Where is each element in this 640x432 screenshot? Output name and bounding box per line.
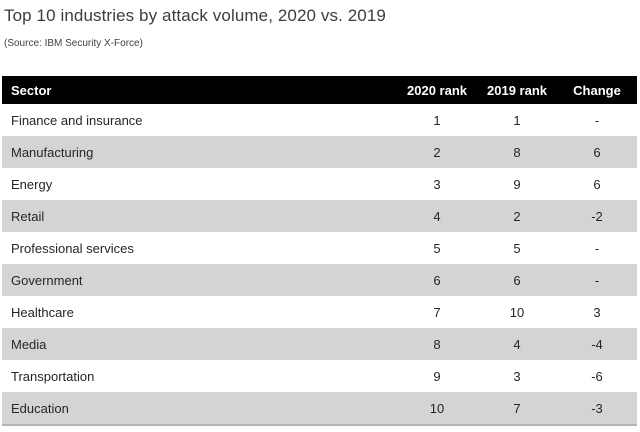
change-cell: - (594, 240, 600, 256)
change-cell: -3 (591, 400, 603, 416)
sector-cell: Government (11, 272, 83, 288)
rank-2019-cell: 7 (513, 400, 521, 416)
column-header-2020-rank: 2020 rank (407, 82, 467, 98)
sector-cell: Finance and insurance (11, 112, 143, 128)
rank-2019-cell: 5 (513, 240, 521, 256)
table-row: Professional services 5 5 - (2, 232, 637, 264)
change-cell: 6 (593, 144, 601, 160)
rank-2020-cell: 4 (433, 208, 441, 224)
table-header: Sector 2020 rank 2019 rank Change (2, 76, 637, 104)
table-header-row: Sector 2020 rank 2019 rank Change (2, 76, 637, 104)
change-cell: -2 (591, 208, 603, 224)
rank-2019-cell: 2 (513, 208, 521, 224)
page-title: Top 10 industries by attack volume, 2020… (4, 6, 386, 25)
change-cell: 3 (593, 304, 601, 320)
table-row: Manufacturing 2 8 6 (2, 136, 637, 168)
rank-2020-cell: 7 (433, 304, 441, 320)
rank-2019-cell: 6 (513, 272, 521, 288)
table-row: Healthcare 7 10 3 (2, 296, 637, 328)
sector-cell: Healthcare (11, 304, 74, 320)
rank-2019-cell: 9 (513, 176, 521, 192)
sector-cell: Manufacturing (11, 144, 94, 160)
rank-2019-cell: 4 (513, 336, 521, 352)
rank-2019-cell: 3 (513, 368, 521, 384)
rank-2020-cell: 5 (433, 240, 441, 256)
table-row: Energy 3 9 6 (2, 168, 637, 200)
table-row: Government 6 6 - (2, 264, 637, 296)
table-row: Finance and insurance 1 1 - (2, 104, 637, 136)
change-cell: - (594, 272, 600, 288)
change-cell: - (594, 112, 600, 128)
column-header-sector: Sector (11, 82, 52, 98)
rank-2020-cell: 1 (433, 112, 441, 128)
rank-2020-cell: 3 (433, 176, 441, 192)
sector-cell: Transportation (11, 368, 95, 384)
rank-2020-cell: 2 (433, 144, 441, 160)
change-cell: -6 (591, 368, 603, 384)
sector-cell: Retail (11, 208, 45, 224)
rank-table: Sector 2020 rank 2019 rank Change Financ… (2, 76, 637, 426)
rank-2019-cell: 8 (513, 144, 521, 160)
column-header-change: Change (573, 82, 621, 98)
rank-2020-cell: 8 (433, 336, 441, 352)
table-row: Media 8 4 -4 (2, 328, 637, 360)
rank-2019-cell: 1 (513, 112, 521, 128)
change-cell: 6 (593, 176, 601, 192)
table-row: Transportation 9 3 -6 (2, 360, 637, 392)
table-row: Retail 4 2 -2 (2, 200, 637, 232)
sector-cell: Media (11, 336, 47, 352)
rank-2020-cell: 10 (429, 400, 445, 416)
rank-2019-cell: 10 (509, 304, 525, 320)
table-body: Finance and insurance 1 1 - Manufacturin… (2, 104, 637, 425)
column-header-2019-rank: 2019 rank (487, 82, 547, 98)
source-note: (Source: IBM Security X-Force) (4, 38, 143, 49)
change-cell: -4 (591, 336, 603, 352)
sector-cell: Professional services (11, 240, 134, 256)
sector-cell: Energy (11, 176, 53, 192)
table-row: Education 10 7 -3 (2, 392, 637, 425)
rank-2020-cell: 6 (433, 272, 441, 288)
sector-cell: Education (11, 400, 69, 416)
rank-2020-cell: 9 (433, 368, 441, 384)
